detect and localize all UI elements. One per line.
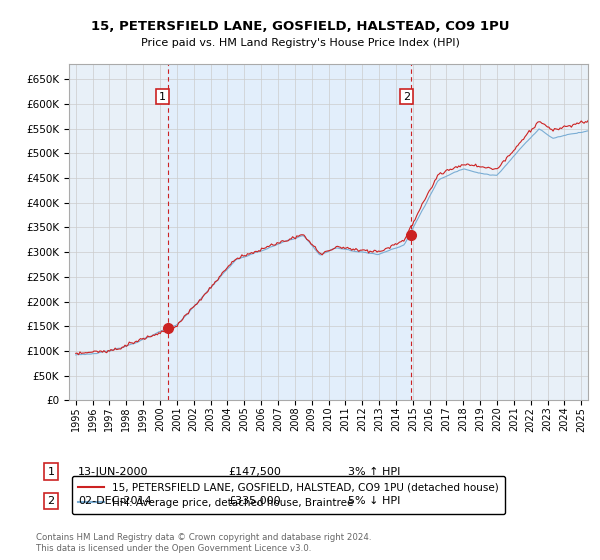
Text: 13-JUN-2000: 13-JUN-2000	[78, 466, 149, 477]
Text: 1: 1	[47, 466, 55, 477]
Text: 02-DEC-2014: 02-DEC-2014	[78, 496, 152, 506]
Text: 15, PETERSFIELD LANE, GOSFIELD, HALSTEAD, CO9 1PU: 15, PETERSFIELD LANE, GOSFIELD, HALSTEAD…	[91, 20, 509, 32]
Text: 1: 1	[159, 91, 166, 101]
Text: 3% ↑ HPI: 3% ↑ HPI	[348, 466, 400, 477]
Text: Price paid vs. HM Land Registry's House Price Index (HPI): Price paid vs. HM Land Registry's House …	[140, 38, 460, 48]
Text: £335,000: £335,000	[228, 496, 281, 506]
Text: Contains HM Land Registry data © Crown copyright and database right 2024.
This d: Contains HM Land Registry data © Crown c…	[36, 533, 371, 553]
Text: 2: 2	[403, 91, 410, 101]
Bar	[167, 64, 412, 400]
Legend: 15, PETERSFIELD LANE, GOSFIELD, HALSTEAD, CO9 1PU (detached house), HPI: Average: 15, PETERSFIELD LANE, GOSFIELD, HALSTEAD…	[71, 476, 505, 514]
Text: 2: 2	[47, 496, 55, 506]
Text: 5% ↓ HPI: 5% ↓ HPI	[348, 496, 400, 506]
Text: £147,500: £147,500	[228, 466, 281, 477]
